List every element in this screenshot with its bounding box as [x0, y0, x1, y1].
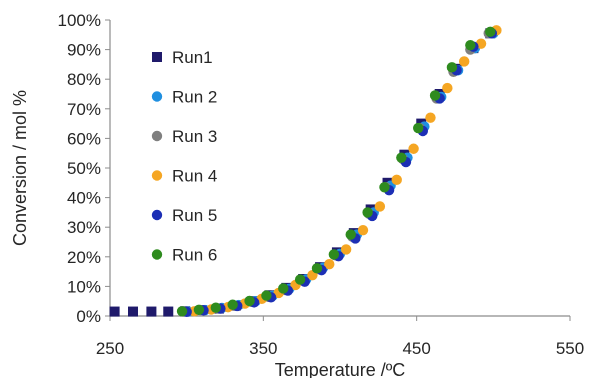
- data-point: [278, 283, 289, 294]
- y-tick-label: 20%: [67, 248, 101, 267]
- legend-label: Run 6: [172, 246, 217, 265]
- y-tick-label: 80%: [67, 70, 101, 89]
- y-axis-label: Conversion / mol %: [10, 90, 30, 246]
- x-axis-label: Temperature /ºC: [275, 360, 406, 378]
- tick-labels: 0% 10% 20% 30% 40% 50% 60% 70% 80% 90% 100% 250 350 4…: [58, 11, 585, 358]
- data-point: [379, 182, 390, 193]
- data-point: [193, 304, 205, 315]
- series-3: [178, 28, 494, 317]
- data-point: [408, 143, 419, 154]
- y-tick-label: 40%: [67, 189, 101, 208]
- y-tick-label: 0%: [76, 307, 101, 326]
- data-point: [429, 90, 441, 101]
- y-tick-label: 50%: [67, 159, 101, 178]
- data-point: [446, 62, 458, 73]
- legend-marker: [151, 209, 163, 221]
- data-point: [261, 290, 272, 301]
- y-tick-label: 70%: [67, 100, 101, 119]
- data-point: [128, 306, 138, 317]
- y-tick-label: 100%: [58, 11, 101, 30]
- data-point: [362, 207, 373, 218]
- data-point: [345, 229, 356, 240]
- data-point: [210, 302, 221, 313]
- x-tick-label: 550: [556, 339, 584, 358]
- data-point: [485, 26, 496, 38]
- data-point: [465, 39, 476, 51]
- data-point: [442, 82, 453, 94]
- legend-label: Run 2: [172, 88, 217, 107]
- data-points: [109, 25, 502, 318]
- legend-marker: [152, 52, 162, 62]
- series-1: [109, 28, 496, 317]
- legend-label: Run 3: [172, 127, 217, 146]
- series-6: [176, 26, 496, 317]
- data-point: [109, 306, 120, 317]
- data-point: [357, 224, 369, 236]
- data-point: [396, 152, 407, 163]
- data-point: [324, 259, 335, 270]
- data-point: [311, 263, 323, 274]
- data-point: [374, 201, 386, 212]
- x-tick-label: 450: [402, 339, 430, 358]
- legend-label: Run1: [172, 48, 213, 67]
- data-point: [425, 112, 436, 123]
- x-tick-label: 250: [96, 339, 124, 358]
- y-tick-label: 10%: [67, 277, 101, 296]
- x-tick-label: 350: [249, 339, 277, 358]
- legend-label: Run 4: [172, 167, 217, 186]
- data-point: [163, 306, 174, 317]
- data-point: [227, 299, 238, 310]
- legend-marker: [151, 130, 163, 142]
- data-point: [146, 306, 157, 317]
- legend-marker: [151, 170, 163, 181]
- y-tick-label: 60%: [67, 129, 101, 148]
- legend: Run1 Run 2 Run 3 Run 4 Run 5 Run 6: [151, 48, 217, 265]
- y-tick-label: 30%: [67, 218, 101, 237]
- data-point: [413, 122, 424, 134]
- legend-marker: [151, 91, 163, 102]
- data-point: [176, 306, 188, 317]
- legend-label: Run 5: [172, 206, 217, 225]
- data-point: [391, 174, 402, 186]
- data-point: [459, 56, 470, 67]
- y-tick-label: 90%: [67, 41, 101, 60]
- data-point: [328, 249, 340, 260]
- legend-marker: [151, 249, 163, 260]
- data-point: [294, 274, 306, 285]
- data-point: [244, 295, 255, 307]
- data-point: [340, 244, 352, 255]
